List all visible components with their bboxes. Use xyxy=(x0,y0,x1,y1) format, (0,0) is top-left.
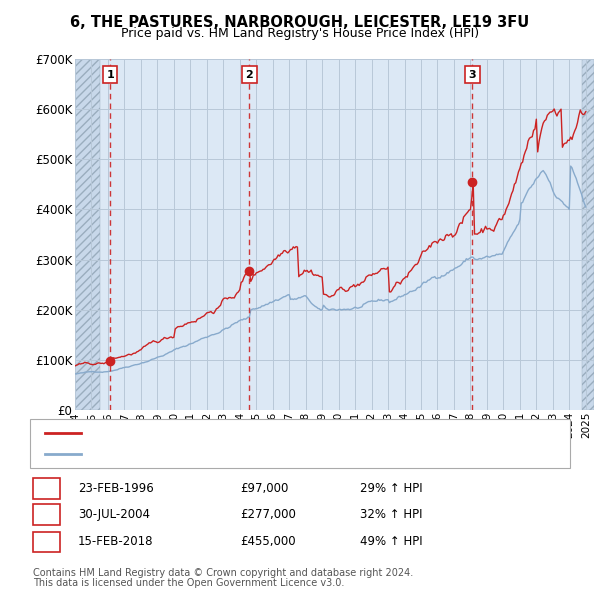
Text: 2: 2 xyxy=(245,70,253,80)
Text: 15-FEB-2018: 15-FEB-2018 xyxy=(78,535,154,548)
Bar xyxy=(581,59,594,410)
Text: 2: 2 xyxy=(43,508,50,521)
Text: This data is licensed under the Open Government Licence v3.0.: This data is licensed under the Open Gov… xyxy=(33,578,344,588)
Text: 32% ↑ HPI: 32% ↑ HPI xyxy=(360,508,422,521)
Bar xyxy=(75,59,100,410)
Bar xyxy=(581,59,594,410)
Text: HPI: Average price, detached house, Blaby: HPI: Average price, detached house, Blab… xyxy=(87,450,325,460)
Text: 6, THE PASTURES, NARBOROUGH, LEICESTER, LE19 3FU: 6, THE PASTURES, NARBOROUGH, LEICESTER, … xyxy=(70,15,530,30)
Text: Contains HM Land Registry data © Crown copyright and database right 2024.: Contains HM Land Registry data © Crown c… xyxy=(33,568,413,578)
Text: £277,000: £277,000 xyxy=(240,508,296,521)
Text: 23-FEB-1996: 23-FEB-1996 xyxy=(78,482,154,495)
Bar xyxy=(75,59,100,410)
Text: 30-JUL-2004: 30-JUL-2004 xyxy=(78,508,150,521)
Text: 1: 1 xyxy=(43,482,50,495)
Text: £97,000: £97,000 xyxy=(240,482,289,495)
Text: 1: 1 xyxy=(106,70,114,80)
Text: £455,000: £455,000 xyxy=(240,535,296,548)
Text: 29% ↑ HPI: 29% ↑ HPI xyxy=(360,482,422,495)
Text: 49% ↑ HPI: 49% ↑ HPI xyxy=(360,535,422,548)
Text: Price paid vs. HM Land Registry's House Price Index (HPI): Price paid vs. HM Land Registry's House … xyxy=(121,27,479,40)
Text: 6, THE PASTURES, NARBOROUGH, LEICESTER, LE19 3FU (detached house): 6, THE PASTURES, NARBOROUGH, LEICESTER, … xyxy=(87,428,501,438)
Text: 3: 3 xyxy=(43,535,50,548)
Text: 3: 3 xyxy=(469,70,476,80)
